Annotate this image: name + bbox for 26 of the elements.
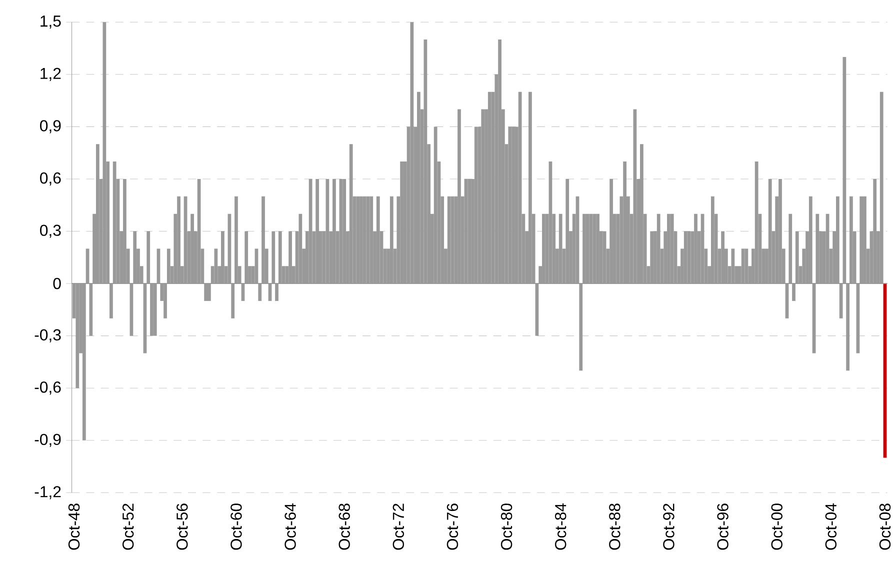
- y-tick-label: 0,3: [40, 224, 61, 238]
- x-tick-label: Oct-68: [338, 504, 350, 550]
- x-tick-label: Oct-64: [284, 503, 296, 550]
- y-tick-label: -1,2: [34, 486, 61, 500]
- y-tick-label: -0,6: [34, 382, 61, 395]
- x-tick-label: Oct-80: [500, 504, 512, 550]
- x-tick-label: Oct-08: [879, 504, 891, 550]
- x-tick-label: Oct-60: [230, 504, 242, 550]
- y-tick-label: 0: [53, 278, 61, 290]
- y-tick-label: 1,5: [40, 16, 61, 29]
- y-tick-label: 1,2: [40, 68, 61, 81]
- x-tick-label: Oct-96: [717, 504, 728, 550]
- y-tick-label: -0,9: [34, 434, 61, 447]
- y-tick-label: -0,3: [34, 329, 61, 342]
- x-tick-label: Oct-48: [68, 504, 80, 550]
- x-tick-label: Oct-84: [554, 503, 566, 550]
- x-tick-label: Oct-76: [446, 504, 458, 550]
- x-tick-label: Oct-92: [663, 504, 674, 550]
- x-tick-label: Oct-52: [122, 504, 134, 550]
- y-tick-label: 0,9: [40, 120, 61, 134]
- x-tick-label: Oct-88: [609, 504, 620, 550]
- x-tick-label: Oct-56: [176, 504, 188, 550]
- x-tick-label: Oct-00: [771, 504, 782, 550]
- x-tick-label: Oct-04: [825, 503, 837, 550]
- x-tick-label: Oct-72: [392, 504, 404, 550]
- y-tick-label: 0,6: [40, 172, 61, 186]
